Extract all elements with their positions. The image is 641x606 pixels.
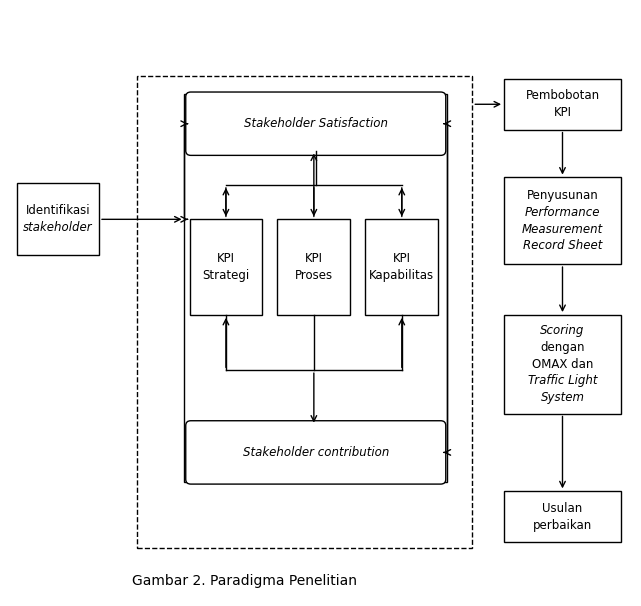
Text: KPI: KPI (553, 106, 572, 119)
Text: Kapabilitas: Kapabilitas (369, 269, 435, 282)
Text: stakeholder: stakeholder (23, 221, 93, 234)
Bar (504, 491, 621, 542)
Text: Traffic Light: Traffic Light (528, 375, 597, 387)
Bar (278, 219, 350, 315)
Text: Usulan: Usulan (542, 502, 583, 515)
FancyBboxPatch shape (186, 421, 445, 484)
Text: Pembobotan: Pembobotan (526, 90, 599, 102)
Text: OMAX dan: OMAX dan (532, 358, 593, 371)
Text: Performance: Performance (525, 206, 600, 219)
Text: Stakeholder contribution: Stakeholder contribution (242, 446, 389, 459)
Text: KPI: KPI (393, 252, 411, 265)
Bar (365, 219, 438, 315)
Text: Measurement: Measurement (522, 222, 603, 236)
Bar (190, 219, 262, 315)
Text: Stakeholder Satisfaction: Stakeholder Satisfaction (244, 117, 388, 130)
Text: Gambar 2. Paradigma Penelitian: Gambar 2. Paradigma Penelitian (132, 574, 357, 588)
FancyBboxPatch shape (186, 92, 445, 155)
Text: Penyusunan: Penyusunan (527, 189, 598, 202)
Bar (185, 94, 447, 482)
Bar (137, 76, 472, 548)
Text: perbaikan: perbaikan (533, 519, 592, 531)
Text: KPI: KPI (217, 252, 235, 265)
Bar (17, 184, 99, 255)
Bar (504, 315, 621, 413)
Text: System: System (540, 391, 585, 404)
Text: KPI: KPI (305, 252, 323, 265)
Text: Scoring: Scoring (540, 324, 585, 338)
Bar (504, 79, 621, 130)
Text: Identifikasi: Identifikasi (26, 204, 90, 218)
Text: dengan: dengan (540, 341, 585, 354)
Text: Proses: Proses (295, 269, 333, 282)
Bar (504, 178, 621, 264)
Text: Record Sheet: Record Sheet (523, 239, 602, 253)
Text: Strategi: Strategi (203, 269, 249, 282)
